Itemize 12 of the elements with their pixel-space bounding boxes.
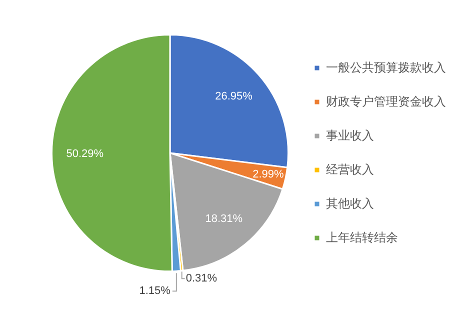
legend-label: 经营收入 xyxy=(326,162,374,176)
legend-label: 上年结转结余 xyxy=(326,230,398,244)
data-label: 50.29% xyxy=(66,148,104,160)
data-label: 1.15% xyxy=(139,285,171,298)
legend-label: 财政专户管理资金收入 xyxy=(326,94,446,108)
data-label: 0.31% xyxy=(186,272,218,285)
legend-label: 其他收入 xyxy=(326,196,374,210)
legend-label: 一般公共预算拨款收入 xyxy=(326,60,446,74)
data-label: 2.99% xyxy=(252,168,284,181)
legend-label: 事业收入 xyxy=(326,128,374,142)
data-label: 26.95% xyxy=(215,90,253,103)
data-label: 18.31% xyxy=(205,212,243,225)
